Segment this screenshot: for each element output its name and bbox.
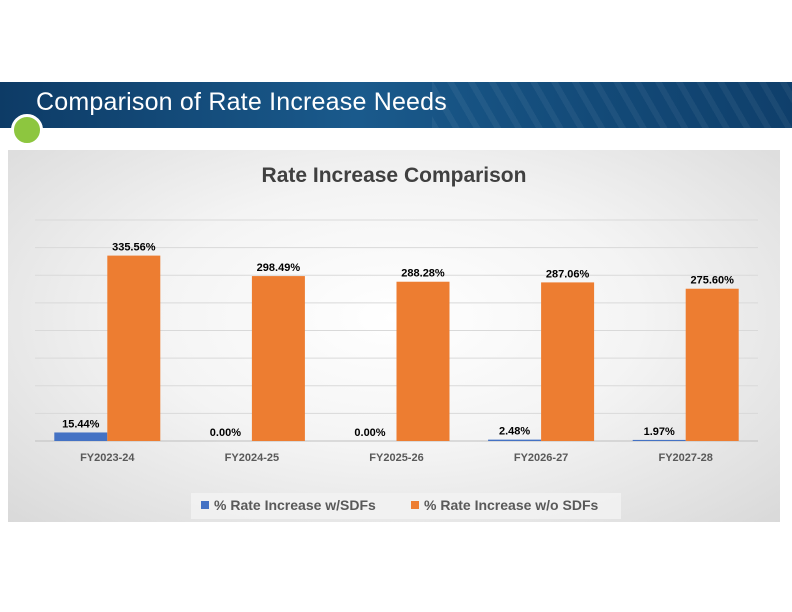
data-label-with-sdf: 15.44%	[62, 418, 100, 430]
bar-with-sdf	[488, 439, 542, 441]
data-label-with-sdf: 2.48%	[499, 426, 530, 438]
x-tick-label: FY2027-28	[658, 452, 712, 464]
legend-swatch	[411, 501, 419, 509]
x-tick-label: FY2026-27	[514, 452, 568, 464]
data-labels: 15.44% 335.56% 0.00% 298.49% 0.00% 288.28% 2.4…	[62, 242, 734, 439]
x-axis: FY2023-24 FY2024-25 FY2025-26 FY2026-27 FY20…	[80, 452, 713, 464]
legend-swatch	[201, 501, 209, 509]
bar-with-sdf	[54, 432, 108, 441]
bar-without-sdf	[107, 255, 161, 441]
bar-without-sdf	[396, 281, 450, 441]
bar-with-sdf	[632, 439, 686, 441]
data-label-with-sdf: 0.00%	[210, 427, 241, 439]
accent-dot	[11, 114, 43, 146]
data-label-with-sdf: 1.97%	[644, 426, 675, 438]
legend: % Rate Increase w/SDFs % Rate Increase w/…	[191, 493, 621, 519]
data-label-without-sdf: 335.56%	[112, 242, 156, 254]
chart-panel: Rate Increase Comparison 15.44% 335.56% 0.…	[8, 150, 780, 522]
legend-label: % Rate Increase w/o SDFs	[424, 497, 599, 513]
x-tick-label: FY2023-24	[80, 452, 135, 464]
bar-chart: Rate Increase Comparison 15.44% 335.56% 0.…	[35, 164, 758, 519]
x-tick-label: FY2024-25	[225, 452, 279, 464]
legend-label: % Rate Increase w/SDFs	[214, 497, 376, 513]
legend-box	[191, 493, 621, 519]
bar-without-sdf	[541, 282, 595, 441]
data-label-without-sdf: 288.28%	[401, 268, 445, 280]
bar-without-sdf	[685, 288, 739, 441]
data-label-without-sdf: 298.49%	[257, 262, 301, 274]
data-label-without-sdf: 275.60%	[690, 275, 734, 287]
x-tick-label: FY2025-26	[369, 452, 423, 464]
chart-title: Rate Increase Comparison	[262, 164, 527, 187]
slide-title: Comparison of Rate Increase Needs	[36, 88, 447, 116]
data-label-without-sdf: 287.06%	[546, 268, 590, 280]
data-label-with-sdf: 0.00%	[354, 427, 385, 439]
bar-without-sdf	[251, 276, 305, 441]
bars	[54, 255, 739, 441]
title-banner	[0, 82, 792, 128]
